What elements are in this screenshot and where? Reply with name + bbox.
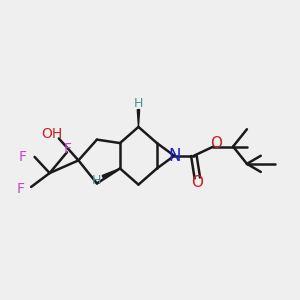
Text: N: N — [168, 147, 181, 165]
Polygon shape — [137, 110, 140, 127]
Text: O: O — [211, 136, 223, 151]
Text: H: H — [134, 97, 143, 110]
Polygon shape — [102, 169, 120, 178]
Text: OH: OH — [41, 127, 62, 141]
Text: O: O — [191, 175, 203, 190]
Text: F: F — [17, 182, 25, 196]
Text: F: F — [19, 150, 27, 164]
Text: H: H — [92, 173, 102, 187]
Text: F: F — [64, 142, 72, 156]
